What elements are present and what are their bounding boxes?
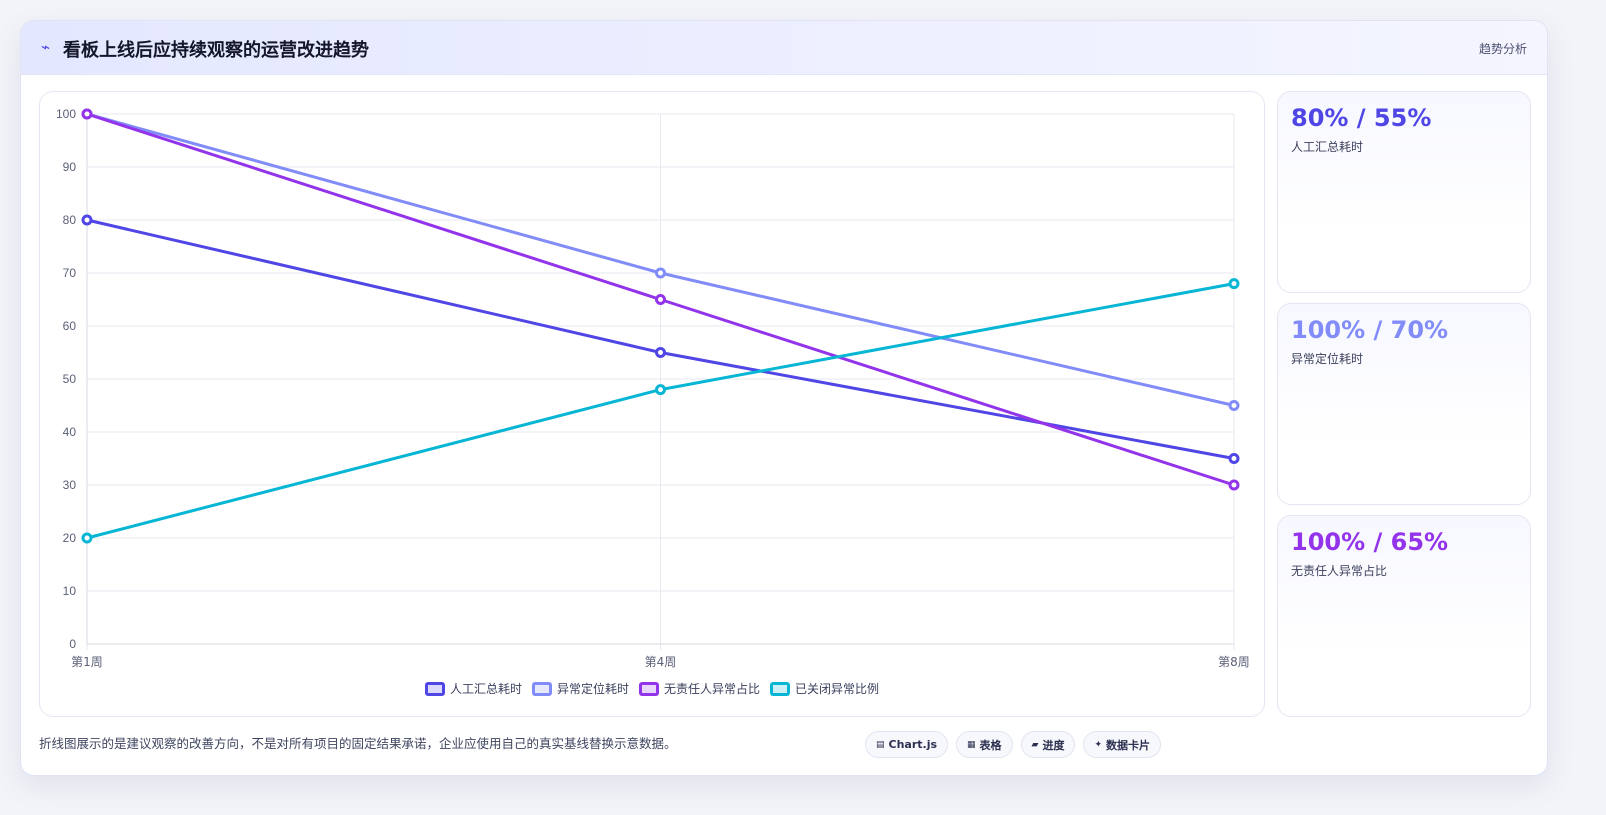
y-tick-label: 60 (63, 319, 77, 333)
pill-chartjs[interactable]: ▤ Chart.js (865, 731, 949, 758)
pill-label: Chart.js (888, 738, 938, 751)
legend-label: 已关闭异常比例 (795, 682, 880, 696)
legend-item-4[interactable]: 已关闭异常比例 (770, 680, 879, 697)
kpi-card-3: 100% / 65% 无责任人异常占比 (1277, 515, 1531, 717)
data-point (655, 347, 666, 358)
pill-label: 数据卡片 (1106, 738, 1151, 752)
tech-pills: ▤ Chart.js ▦ 表格 ▰ 进度 ✦ 数据卡片 (865, 731, 1162, 758)
pill-label: 进度 (1042, 738, 1065, 752)
chart-panel: 0 10 20 30 40 50 60 70 80 90 100 第1周 第4周 第8周 人工汇总耗时 异常… (39, 91, 1265, 717)
data-point (81, 532, 93, 544)
kpi-value: 80% / 55% (1291, 104, 1432, 132)
kpi-label: 人工汇总耗时 (1291, 140, 1364, 154)
y-tick-label: 80 (63, 213, 77, 227)
page-title: 看板上线后应持续观察的运营改进趋势 (63, 40, 369, 61)
footnote: 折线图展示的是建议观察的改善方向，不是对所有项目的固定结果承诺，企业应使用自己的… (39, 736, 677, 751)
lightning-icon: ⌁ (41, 38, 51, 56)
legend-label: 异常定位耗时 (556, 682, 629, 696)
kpi-card-1: 80% / 55% 人工汇总耗时 (1277, 91, 1531, 293)
legend-item-1[interactable]: 人工汇总耗时 (424, 680, 522, 697)
legend-swatch (770, 681, 791, 696)
data-point (1228, 400, 1240, 411)
data-point (655, 384, 666, 396)
pill-progress[interactable]: ▰ 进度 (1020, 731, 1076, 758)
legend-label: 无责任人异常占比 (664, 682, 761, 696)
y-tick-label: 90 (63, 160, 77, 174)
y-tick-label: 10 (63, 584, 77, 598)
y-tick-label: 50 (63, 372, 77, 386)
legend-item-3[interactable]: 无责任人异常占比 (639, 680, 760, 697)
data-point (655, 267, 666, 279)
legend-label: 人工汇总耗时 (449, 682, 522, 696)
data-point (1228, 278, 1240, 290)
pill-data-card[interactable]: ✦ 数据卡片 (1083, 731, 1162, 758)
legend-swatch (531, 681, 552, 696)
x-tick-label: 第4周 (645, 655, 677, 669)
line-chart: 0 10 20 30 40 50 60 70 80 90 100 第1周 第4周 第8周 (56, 107, 1250, 669)
y-tick-label: 100 (56, 107, 76, 121)
y-tick-label: 30 (63, 478, 77, 492)
legend-swatch (424, 681, 445, 696)
trend-analysis-tag: 趋势分析 (1478, 42, 1527, 56)
kpi-label: 异常定位耗时 (1291, 352, 1364, 366)
pill-table[interactable]: ▦ 表格 (956, 731, 1013, 758)
kpi-value: 100% / 65% (1291, 528, 1449, 556)
y-tick-label: 40 (63, 425, 77, 439)
legend-swatch (639, 681, 659, 696)
legend-item-2[interactable]: 异常定位耗时 (531, 680, 629, 697)
data-point (1228, 479, 1240, 491)
kpi-label: 无责任人异常占比 (1291, 564, 1388, 578)
card-header: ⌁ 看板上线后应持续观察的运营改进趋势 趋势分析 (21, 21, 1547, 75)
data-point (81, 108, 93, 120)
y-tick-label: 70 (63, 266, 77, 280)
progress-icon: ▰ (1031, 739, 1039, 750)
data-point (81, 214, 93, 226)
card-icon: ✦ (1094, 739, 1103, 750)
chart-icon: ▤ (876, 739, 885, 750)
kpi-card-2: 100% / 70% 异常定位耗时 (1277, 303, 1531, 505)
pill-label: 表格 (979, 738, 1002, 752)
trend-card: ⌁ 看板上线后应持续观察的运营改进趋势 趋势分析 0 10 20 30 40 50 60 70… (20, 20, 1548, 776)
table-icon: ▦ (967, 739, 976, 750)
kpi-value: 100% / 70% (1291, 316, 1449, 344)
y-tick-label: 0 (69, 637, 76, 651)
data-point (655, 294, 666, 305)
x-tick-label: 第8周 (1218, 655, 1250, 669)
x-tick-label: 第1周 (71, 655, 103, 669)
data-point (1228, 453, 1240, 464)
y-tick-label: 20 (63, 531, 77, 545)
chart-legend: 人工汇总耗时 异常定位耗时 无责任人异常占比 已关闭异常比例 (40, 680, 1264, 697)
